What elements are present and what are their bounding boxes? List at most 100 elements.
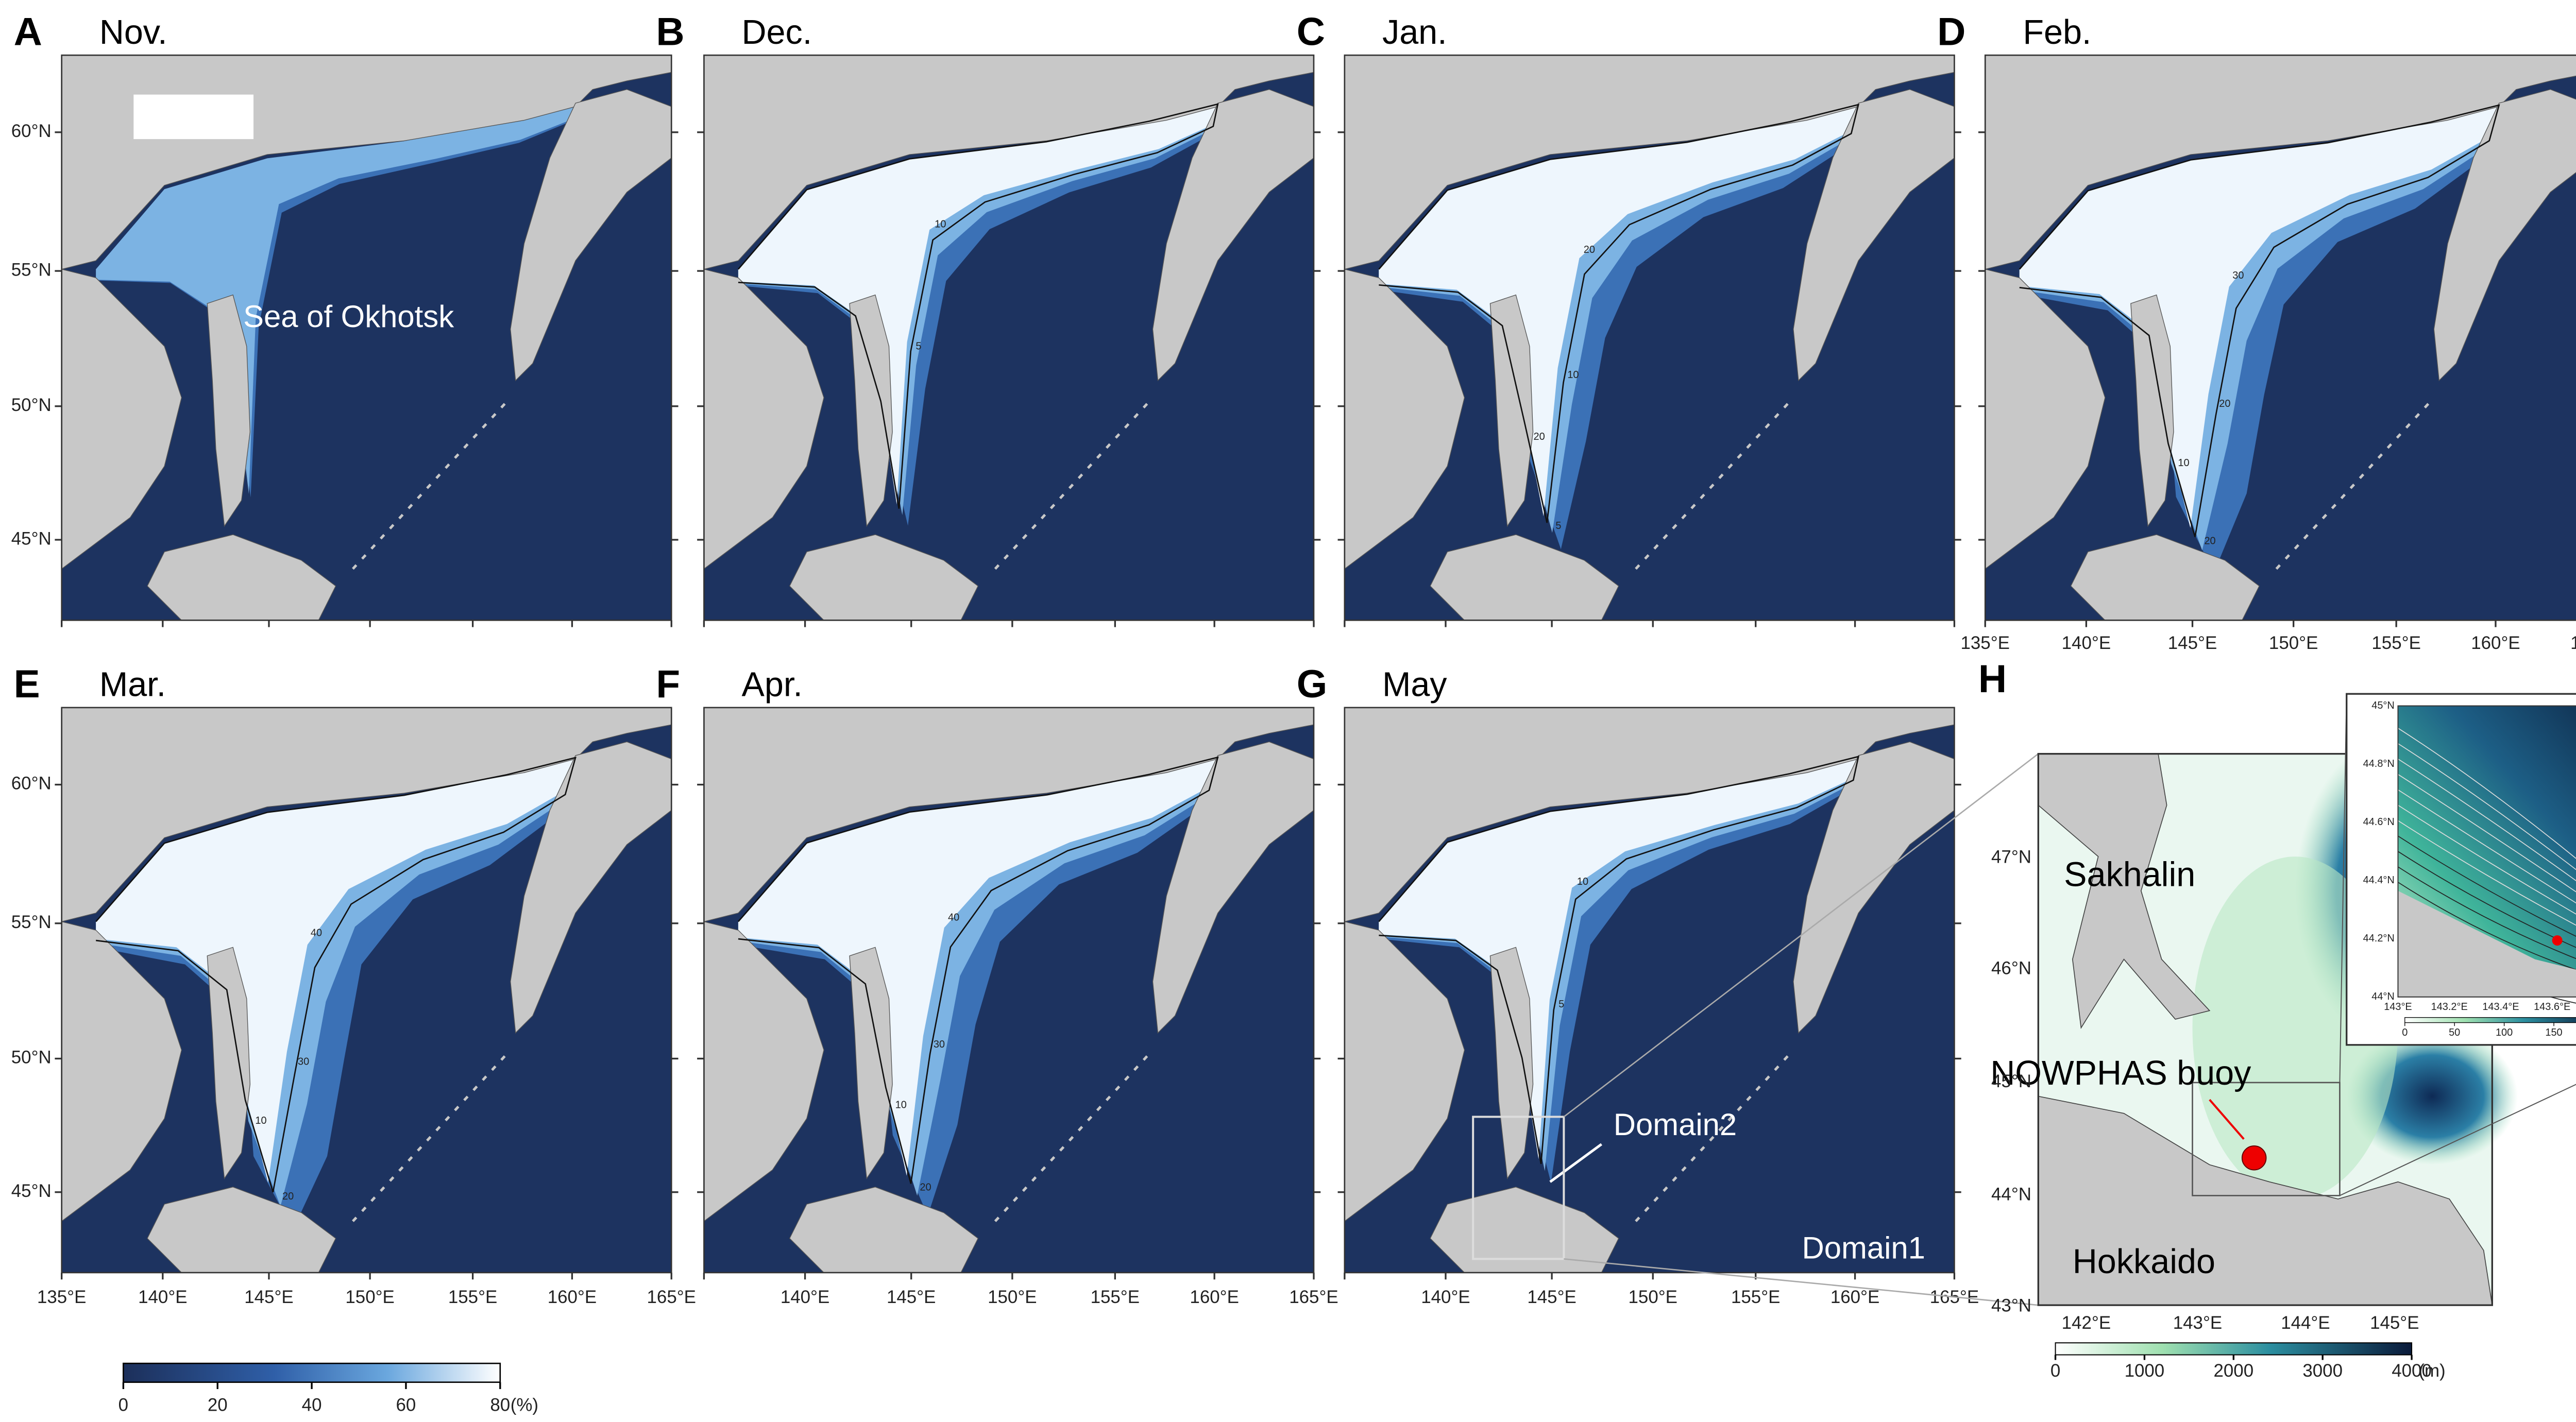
- land: [207, 294, 251, 527]
- lon-label: 155°E: [1091, 1287, 1140, 1307]
- contour: [95, 757, 577, 1193]
- land: [510, 89, 672, 382]
- lat-label: 44°N: [2371, 991, 2395, 1002]
- contour-label: 20: [2219, 398, 2230, 409]
- contour-label: 20: [920, 1181, 931, 1193]
- frame: [1344, 54, 1955, 621]
- lon-label: 143.4°E: [2482, 1001, 2519, 1013]
- panel-letter: F: [656, 662, 680, 706]
- lat-label: 60°N: [11, 774, 52, 794]
- lat-label: 44°N: [1991, 1185, 2031, 1205]
- panel-letter: D: [1937, 10, 1965, 54]
- ice-core: [1379, 756, 1859, 1159]
- contour: [1378, 756, 1859, 1164]
- kuril-islands: [1635, 397, 1794, 570]
- lat-label: 50°N: [11, 1048, 52, 1068]
- lon-label: 140°E: [138, 1287, 187, 1307]
- lon-label: 144°E: [2281, 1313, 2330, 1333]
- label-box: [133, 94, 254, 140]
- frame: [1984, 54, 2576, 621]
- contour-label: 40: [948, 912, 959, 923]
- land: [1489, 947, 1534, 1180]
- panel-letter: H: [1978, 657, 2007, 701]
- lon-label: 160°E: [1190, 1287, 1239, 1307]
- h-land: [2038, 753, 2211, 1029]
- land: [1152, 89, 1314, 382]
- kuril-islands: [994, 1049, 1154, 1222]
- scale-label: 100: [2496, 1027, 2513, 1038]
- ice-core: [2019, 105, 2499, 528]
- colorbar-unit: (m): [2418, 1361, 2445, 1381]
- contour-label: 5: [916, 340, 921, 352]
- frame: [703, 54, 1315, 621]
- colorbar-label: 2000: [2213, 1361, 2253, 1381]
- kuril-islands: [352, 1049, 512, 1222]
- lat-label: 44.4°N: [2363, 875, 2395, 886]
- colorbar-label: 20: [208, 1395, 228, 1415]
- bathy-contour: [2398, 835, 2576, 937]
- land: [1793, 741, 1955, 1034]
- ice-mid: [96, 104, 576, 494]
- contour-label: 5: [1555, 520, 1561, 532]
- place-label: Sakhalin: [2064, 856, 2195, 894]
- lon-label: 155°E: [448, 1287, 497, 1307]
- connector: [1563, 753, 2039, 1118]
- contour-label: 10: [255, 1115, 266, 1126]
- lon-label: 145°E: [1527, 1287, 1576, 1307]
- place-label: Domain1: [1802, 1231, 1925, 1265]
- bathy-contour: [2398, 804, 2576, 915]
- land: [849, 294, 893, 527]
- map-panel: 30 20 20 10: [1978, 54, 2576, 627]
- bathy-contour: [2398, 789, 2576, 904]
- lon-label: 145°E: [2370, 1313, 2419, 1333]
- connector: [2339, 694, 2347, 1083]
- lat-label: 50°N: [11, 395, 52, 415]
- lat-label: 44.2°N: [2363, 933, 2395, 944]
- colorbar-label: 3000: [2302, 1361, 2343, 1381]
- panel-letter: E: [14, 662, 40, 706]
- contour-label: 30: [298, 1056, 309, 1068]
- lat-label: 47°N: [1991, 847, 2031, 867]
- lon-label: 155°E: [1731, 1287, 1780, 1307]
- land: [1793, 89, 1955, 382]
- colorbar-label: 60: [396, 1395, 416, 1415]
- lon-label: 150°E: [345, 1287, 394, 1307]
- lon-label: 160°E: [548, 1287, 597, 1307]
- bathy-contour: [2398, 774, 2576, 893]
- contour-label: 10: [1577, 876, 1588, 887]
- buoy-marker: [2241, 1145, 2267, 1171]
- land: [849, 947, 893, 1180]
- lon-label: 140°E: [2062, 633, 2111, 653]
- lon-label: 165°E: [1289, 1287, 1338, 1307]
- buoy-marker: [2552, 935, 2563, 946]
- lon-label: 143.6°E: [2534, 1001, 2570, 1013]
- land: [2130, 294, 2174, 527]
- lon-label: 155°E: [2371, 633, 2420, 653]
- land: [510, 741, 672, 1034]
- lat-label: 44.8°N: [2363, 758, 2395, 769]
- map-panel: 40 30 20 10: [55, 707, 679, 1280]
- lon-label: 145°E: [244, 1287, 293, 1307]
- bathy-contour: [2398, 743, 2576, 870]
- map-panel: [55, 54, 679, 627]
- kuril-islands: [2275, 397, 2435, 570]
- inset-land: [2398, 890, 2576, 997]
- panel-month: Feb.: [2023, 13, 2091, 52]
- land: [1152, 741, 1314, 1034]
- ice-core: [1379, 104, 1859, 517]
- lon-label: 145°E: [2168, 633, 2217, 653]
- colorbar-label: 1000: [2125, 1361, 2165, 1381]
- contour: [2019, 104, 2500, 537]
- connector: [1564, 1258, 2039, 1306]
- contour-label: 20: [1584, 244, 1595, 255]
- panel-month: May: [1382, 666, 1447, 704]
- lat-label: 43°N: [1991, 1296, 2031, 1316]
- lon-label: 160°E: [1831, 1287, 1879, 1307]
- lat-label: 46°N: [1991, 958, 2031, 979]
- panel-letter: G: [1297, 662, 1327, 706]
- lon-label: 142°E: [2062, 1313, 2111, 1333]
- map-panel: 10 5: [697, 54, 1321, 627]
- colorbar-unit: (%): [511, 1395, 538, 1415]
- panel-letter: B: [656, 10, 684, 54]
